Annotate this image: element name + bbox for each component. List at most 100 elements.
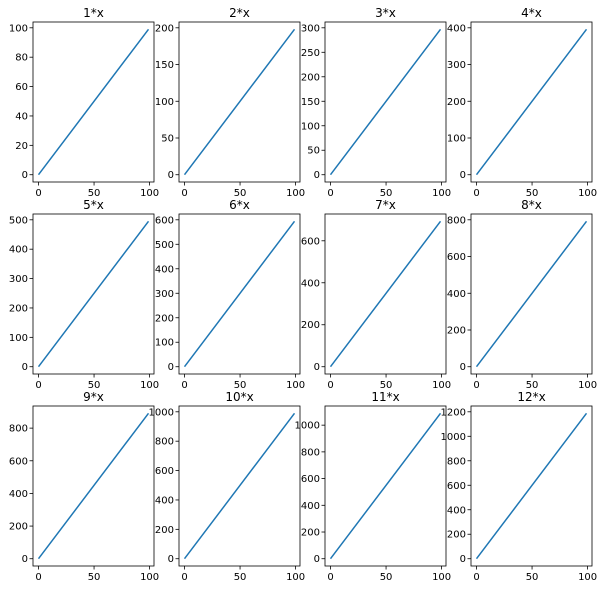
y-tick-label: 0	[168, 554, 174, 565]
subplot-2: 0 50 100 0 50 100 150 200 2*x	[155, 6, 305, 199]
y-tick-label: 0	[460, 170, 466, 181]
subplot-7: 0 50 100 0 200 400 600 7*x	[301, 198, 451, 391]
series-line	[329, 28, 442, 176]
y-tick-label: 300	[9, 274, 28, 285]
y-tick-label: 200	[301, 320, 320, 331]
y-tick-label: 200	[447, 325, 466, 336]
series-line	[475, 220, 588, 368]
x-tick-label: 100	[140, 188, 159, 199]
x-tick-label: 0	[181, 572, 187, 583]
axes-frame	[32, 21, 155, 183]
x-tick-label: 50	[234, 380, 247, 391]
y-tick-label: 40	[15, 111, 28, 122]
subplot-title: 3*x	[375, 6, 396, 20]
x-tick-label: 100	[286, 188, 305, 199]
subplot-1: 0 50 100 0 20 40 60 80 100 1*x	[9, 6, 159, 199]
series-line	[329, 220, 442, 368]
y-tick-label: 100	[447, 133, 466, 144]
series-line	[37, 220, 150, 368]
y-tick-label: 60	[15, 82, 28, 93]
axes-frame	[470, 21, 593, 183]
series-line	[329, 412, 442, 560]
x-tick-label: 0	[473, 380, 479, 391]
axes-frame	[178, 21, 301, 183]
y-tick-label: 800	[447, 215, 466, 226]
y-tick-label: 0	[168, 362, 174, 373]
subplot-5: 0 50 100 0 100 200 300 400 500 5*x	[9, 198, 159, 391]
x-tick-label: 100	[286, 572, 305, 583]
y-tick-label: 200	[447, 97, 466, 108]
y-tick-label: 400	[9, 245, 28, 256]
subplot-3: 0 50 100 0 50 100 150 200 250 300 3*x	[301, 6, 451, 199]
subplot-title: 11*x	[371, 390, 399, 404]
y-tick-label: 800	[155, 437, 174, 448]
axes-frame	[470, 405, 593, 567]
axes-frame	[324, 213, 447, 375]
y-tick-label: 600	[447, 252, 466, 263]
y-tick-label: 1000	[441, 432, 466, 443]
y-tick-label: 100	[155, 97, 174, 108]
y-tick-label: 200	[9, 303, 28, 314]
y-tick-label: 250	[301, 48, 320, 59]
y-tick-label: 500	[155, 240, 174, 251]
y-tick-label: 50	[161, 133, 174, 144]
x-tick-label: 0	[327, 572, 333, 583]
y-tick-label: 200	[301, 528, 320, 539]
y-tick-label: 150	[155, 60, 174, 71]
x-tick-label: 50	[234, 572, 247, 583]
x-tick-label: 100	[578, 380, 597, 391]
y-tick-label: 600	[301, 474, 320, 485]
y-tick-label: 0	[460, 362, 466, 373]
y-tick-label: 200	[155, 23, 174, 34]
x-tick-label: 0	[181, 188, 187, 199]
x-tick-label: 0	[35, 572, 41, 583]
axes-frame	[32, 405, 155, 567]
y-tick-label: 400	[155, 264, 174, 275]
x-tick-label: 0	[327, 188, 333, 199]
y-tick-label: 600	[155, 215, 174, 226]
axes-frame	[324, 21, 447, 183]
y-tick-label: 200	[155, 525, 174, 536]
x-tick-label: 50	[234, 188, 247, 199]
x-tick-label: 50	[380, 188, 393, 199]
y-tick-label: 300	[301, 23, 320, 34]
x-tick-label: 100	[578, 188, 597, 199]
x-tick-label: 0	[35, 188, 41, 199]
subplot-4: 0 50 100 0 100 200 300 400 4*x	[447, 6, 597, 199]
y-tick-label: 200	[447, 530, 466, 541]
series-line	[183, 28, 296, 176]
series-line	[183, 412, 296, 560]
subplot-title: 8*x	[521, 198, 542, 212]
y-tick-label: 200	[155, 313, 174, 324]
y-tick-label: 400	[447, 289, 466, 300]
subplot-title: 9*x	[83, 390, 104, 404]
subplot-9: 0 50 100 0 200 400 600 800 9*x	[9, 390, 159, 583]
y-tick-label: 400	[301, 501, 320, 512]
y-tick-label: 600	[301, 236, 320, 247]
subplot-title: 2*x	[229, 6, 250, 20]
x-tick-label: 100	[140, 572, 159, 583]
x-tick-label: 100	[432, 380, 451, 391]
y-tick-label: 800	[447, 456, 466, 467]
y-tick-label: 1200	[441, 407, 466, 418]
y-tick-label: 0	[168, 170, 174, 181]
series-line	[183, 220, 296, 368]
y-tick-label: 400	[301, 278, 320, 289]
x-tick-label: 50	[526, 572, 539, 583]
subplot-8: 0 50 100 0 200 400 600 800 8*x	[447, 198, 597, 391]
x-tick-label: 0	[473, 572, 479, 583]
y-tick-label: 100	[155, 338, 174, 349]
y-tick-label: 0	[460, 554, 466, 565]
y-tick-label: 0	[314, 554, 320, 565]
x-tick-label: 100	[432, 572, 451, 583]
subplot-title: 4*x	[521, 6, 542, 20]
y-tick-label: 300	[447, 60, 466, 71]
series-line	[475, 412, 588, 560]
y-tick-label: 400	[155, 495, 174, 506]
x-tick-label: 0	[181, 380, 187, 391]
x-tick-label: 50	[380, 380, 393, 391]
axes-frame	[324, 405, 447, 567]
y-tick-label: 400	[9, 489, 28, 500]
